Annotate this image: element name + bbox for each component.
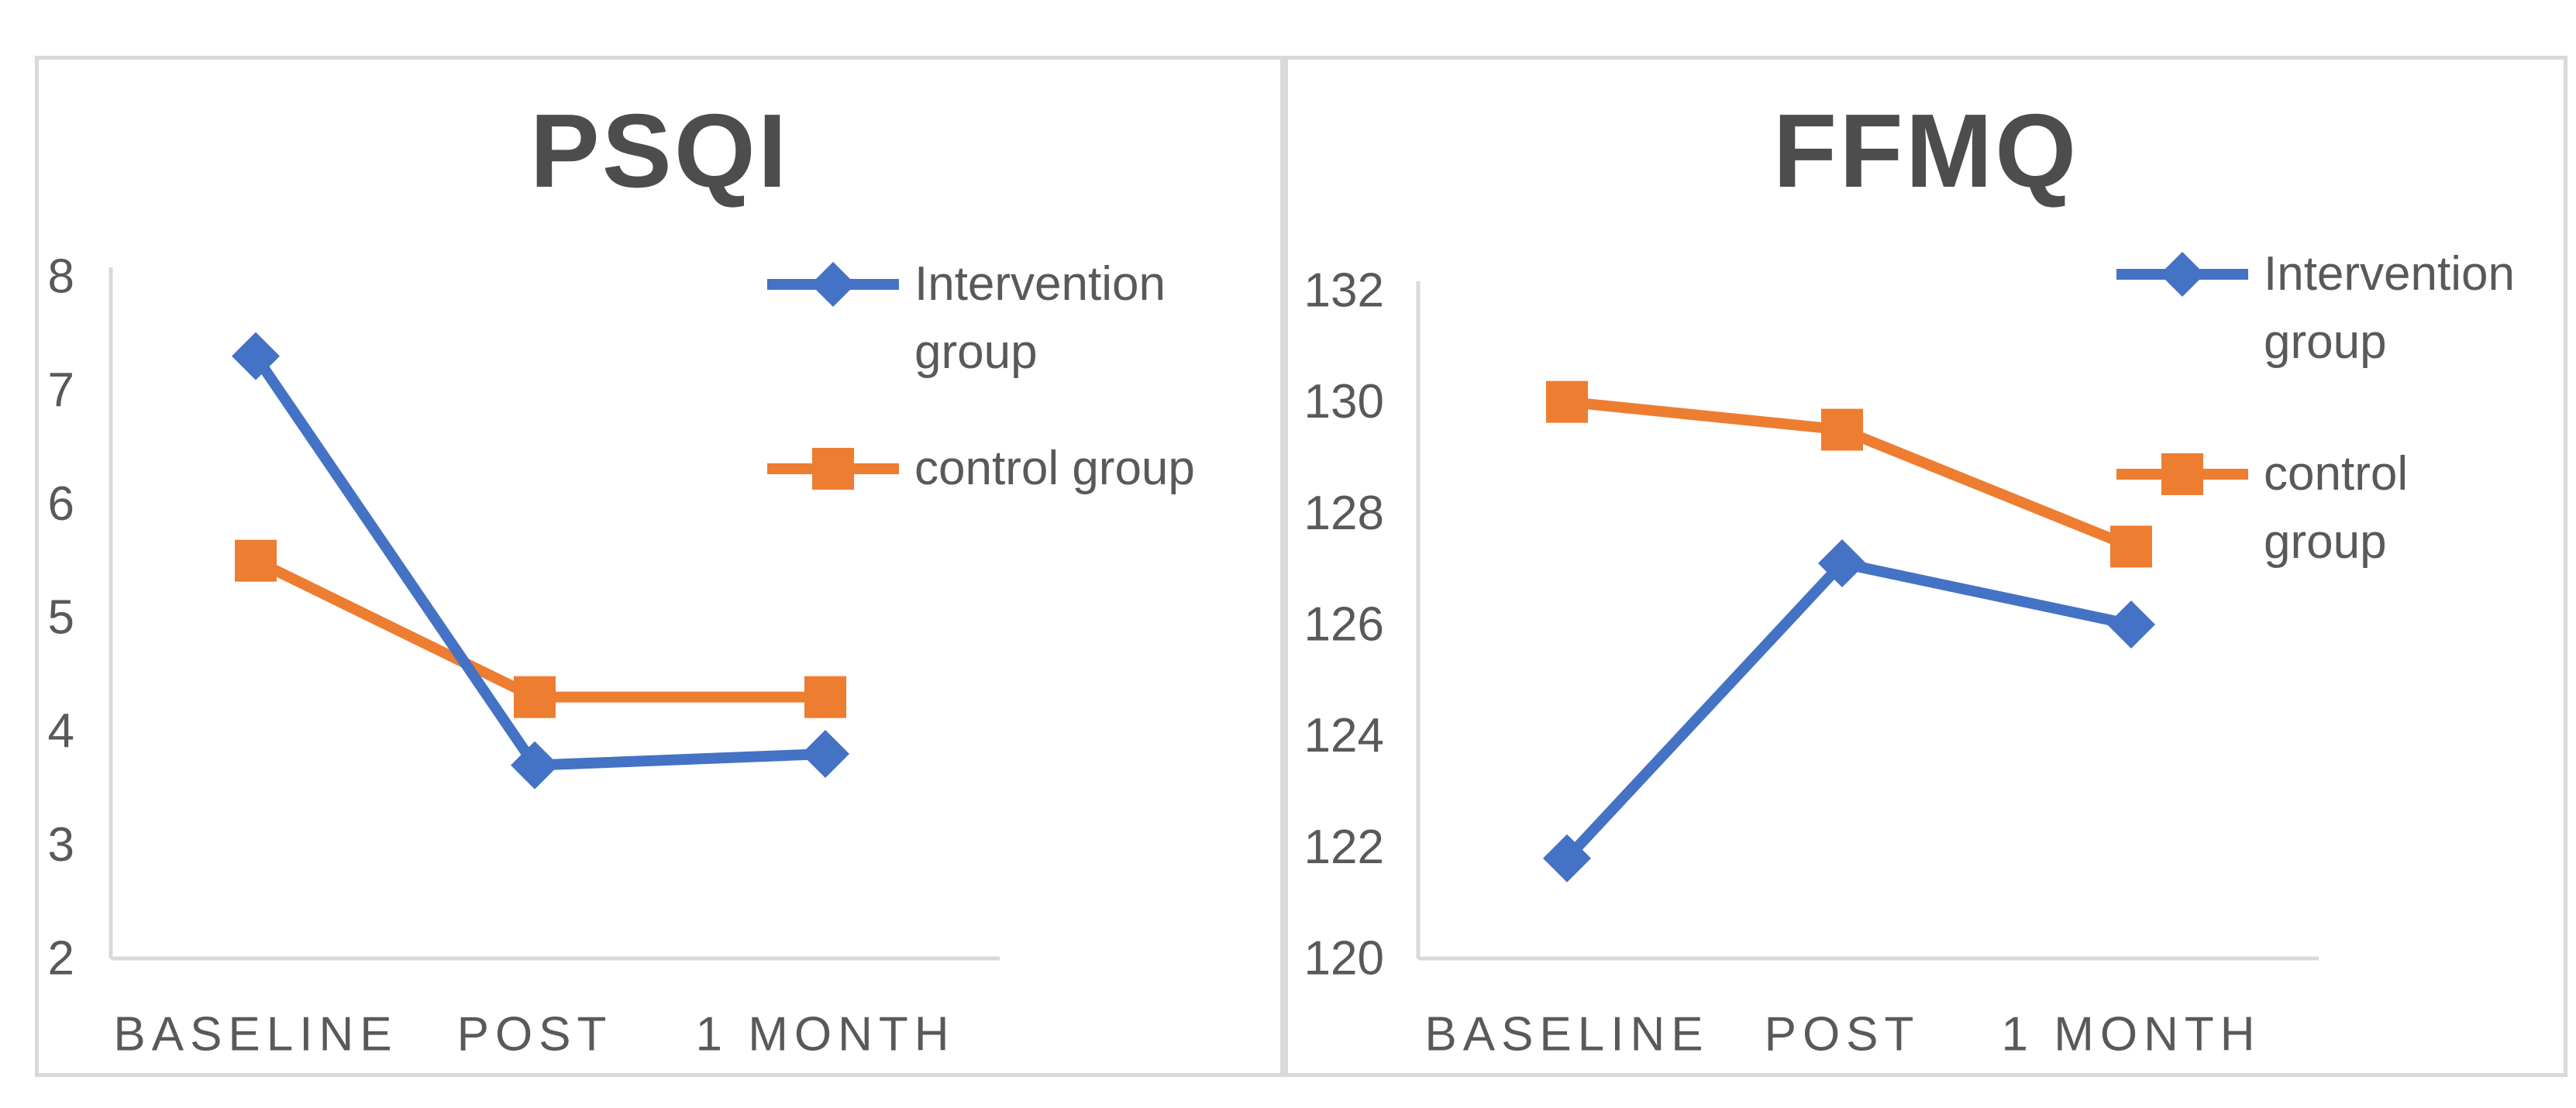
intervention-line-diamond-marker-icon bbox=[767, 262, 899, 307]
data-point-marker bbox=[804, 676, 846, 718]
psqi-chart-title: PSQI bbox=[529, 92, 790, 209]
y-tick-label: 122 bbox=[1304, 821, 1384, 874]
data-point-marker bbox=[2110, 525, 2152, 568]
series-line-intervention bbox=[1562, 557, 2133, 862]
legend-item-control-group: control group bbox=[767, 435, 1255, 503]
y-tick-label: 3 bbox=[48, 818, 74, 872]
data-point-marker bbox=[801, 730, 849, 778]
x-category-label: 1 MONTH bbox=[2002, 1008, 2261, 1062]
y-tick-label: 8 bbox=[48, 250, 74, 304]
x-category-label: 1 MONTH bbox=[696, 1008, 956, 1062]
data-point-marker bbox=[235, 539, 277, 582]
intervention-line-diamond-marker-icon bbox=[2116, 252, 2248, 297]
legend-label-intervention-group: Intervention group bbox=[914, 257, 1166, 380]
y-tick-label: 7 bbox=[48, 363, 74, 417]
x-category-label: BASELINE bbox=[1424, 1008, 1709, 1062]
legend-label-intervention-group: Intervention group bbox=[2264, 247, 2515, 370]
y-tick-label: 6 bbox=[48, 477, 74, 531]
data-point-marker bbox=[1546, 380, 1588, 423]
ffmq-chart-panel: FFMQ 132 130 128 126 124 122 120 BASELINE POST 1 … bbox=[1288, 60, 2564, 1073]
y-tick-label: 130 bbox=[1304, 375, 1384, 428]
control-line-square-marker-icon bbox=[2116, 453, 2248, 495]
data-point-marker bbox=[1543, 834, 1591, 883]
y-tick-label: 2 bbox=[48, 932, 74, 986]
legend-label-control-group: control group bbox=[2264, 447, 2409, 569]
psqi-plot-area: 8 7 6 5 4 3 2 BASELINE POST 1 MONTH bbox=[48, 250, 1000, 1062]
data-point-marker bbox=[514, 676, 556, 718]
data-point-marker bbox=[1821, 408, 1863, 451]
data-point-marker bbox=[511, 741, 559, 790]
legend-item-intervention-group: Intervention group bbox=[767, 250, 1255, 387]
data-point-marker bbox=[2107, 600, 2155, 649]
y-tick-label: 120 bbox=[1304, 932, 1384, 986]
legend-item-control-group: control group bbox=[2116, 440, 2519, 576]
y-tick-label: 128 bbox=[1304, 487, 1384, 540]
ffmq-chart-title: FFMQ bbox=[1772, 92, 2079, 209]
ffmq-plot-area: 132 130 128 126 124 122 120 BASELINE POST 1 MONTH bbox=[1304, 264, 2319, 1062]
y-tick-label: 5 bbox=[48, 591, 74, 645]
data-point-marker bbox=[232, 332, 280, 380]
legend-label-control-group: control group bbox=[914, 442, 1195, 495]
y-tick-label: 132 bbox=[1304, 264, 1384, 318]
y-tick-label: 4 bbox=[48, 704, 74, 758]
legend-item-intervention-group: Intervention group bbox=[2116, 240, 2527, 377]
x-category-label: POST bbox=[457, 1008, 613, 1062]
panel-divider bbox=[1280, 60, 1288, 1073]
x-category-label: POST bbox=[1765, 1008, 1920, 1062]
data-point-marker bbox=[1818, 539, 1866, 587]
x-category-label: BASELINE bbox=[113, 1008, 398, 1062]
y-tick-label: 126 bbox=[1304, 598, 1384, 652]
psqi-chart-panel: PSQI 8 7 6 5 4 3 2 BASELINE POST 1 MONTH Interven… bbox=[39, 60, 1280, 1073]
y-tick-label: 124 bbox=[1304, 709, 1384, 762]
two-panel-line-chart-figure: PSQI 8 7 6 5 4 3 2 BASELINE POST 1 MONTH Interven… bbox=[35, 56, 2567, 1077]
control-line-square-marker-icon bbox=[767, 448, 899, 490]
